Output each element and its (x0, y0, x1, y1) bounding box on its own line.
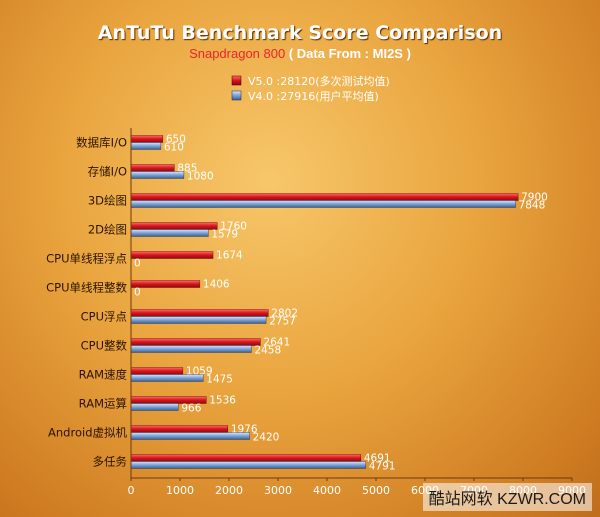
data-label-v4: 966 (181, 403, 201, 415)
category-label: RAM运算 (79, 397, 127, 411)
bar-v5 (130, 251, 214, 259)
legend-swatch-v5 (231, 75, 242, 86)
data-label-v4: 2458 (254, 345, 281, 357)
data-label-v4: 2420 (253, 432, 280, 444)
bar-v4 (130, 374, 204, 382)
x-tick-label: 1000 (166, 484, 194, 497)
x-tick-label: 0 (128, 484, 135, 497)
bar-v5 (130, 367, 184, 375)
data-label-v4: 0 (134, 258, 141, 270)
category-label: Android虚拟机 (48, 426, 127, 440)
data-label-v5: 1536 (209, 395, 236, 407)
bar-v4 (130, 142, 162, 150)
bar-v4 (130, 345, 252, 353)
data-label-v5: 650 (166, 134, 186, 146)
category-label: CPU单线程浮点 (46, 252, 127, 266)
chart-subtitle: Snapdragon 800 ( Data From : MI2S ) (0, 46, 600, 61)
data-label-v5: 1674 (216, 250, 243, 262)
bar-v4 (130, 200, 516, 208)
data-label-v5: 1406 (203, 279, 230, 291)
category-label: RAM速度 (79, 368, 128, 382)
bar-v4 (130, 316, 267, 324)
category-label: 多任务 (93, 455, 128, 469)
x-tick-label: 5000 (362, 484, 390, 497)
data-label-v5: 1760 (220, 221, 247, 233)
data-label-v5: 2802 (271, 308, 298, 320)
watermark: 酷站网软 KZWR.COM (422, 483, 592, 511)
bar-v4 (130, 432, 250, 440)
category-label: 数据库I/O (76, 136, 127, 150)
bar-v5 (130, 280, 201, 288)
category-label: CPU整数 (81, 339, 128, 353)
data-label-v4: 1080 (187, 171, 214, 183)
category-label: 存储I/O (88, 165, 127, 179)
category-label: 3D绘图 (88, 194, 127, 208)
category-label: 2D绘图 (88, 223, 127, 237)
data-label-v4: 7848 (519, 200, 546, 212)
legend-label-v4: V4.0 :27916(用户平均值) (248, 89, 379, 103)
bar-v4 (130, 461, 366, 469)
chart-title: AnTuTu Benchmark Score Comparison (97, 22, 503, 44)
bar-v5 (130, 193, 519, 201)
data-label-v5: 7900 (521, 192, 548, 204)
bar-v5 (130, 164, 175, 172)
data-label-v5: 2641 (263, 337, 290, 349)
x-tick-label: 2000 (215, 484, 243, 497)
bar-v5 (130, 338, 261, 346)
bar-v4 (130, 171, 185, 179)
data-label-v4: 0 (134, 287, 141, 299)
x-tick-label: 3000 (264, 484, 292, 497)
subtitle-device: Snapdragon 800 (189, 46, 286, 61)
data-label-v4: 1475 (206, 374, 233, 386)
data-label-v4: 2757 (269, 316, 296, 328)
legend-label-v5: V5.0 :28120(多次测试均值) (248, 74, 390, 88)
subtitle-source: ( Data From : MI2S ) (288, 46, 411, 61)
data-label-v4: 610 (164, 142, 184, 154)
bar-v5 (130, 222, 218, 230)
data-label-v5: 4691 (364, 453, 391, 465)
data-label-v4: 4791 (369, 461, 396, 473)
category-label: CPU单线程整数 (46, 281, 127, 295)
category-label: CPU浮点 (81, 310, 127, 324)
bar-v4 (130, 229, 209, 237)
bar-v5 (130, 425, 229, 433)
bar-v5 (130, 309, 269, 317)
bar-v5 (130, 454, 362, 462)
x-tick-label: 4000 (313, 484, 341, 497)
legend-swatch-v4 (231, 90, 242, 101)
bar-v5 (130, 135, 164, 143)
data-label-v4: 1579 (211, 229, 238, 241)
bar-v4 (130, 403, 179, 411)
